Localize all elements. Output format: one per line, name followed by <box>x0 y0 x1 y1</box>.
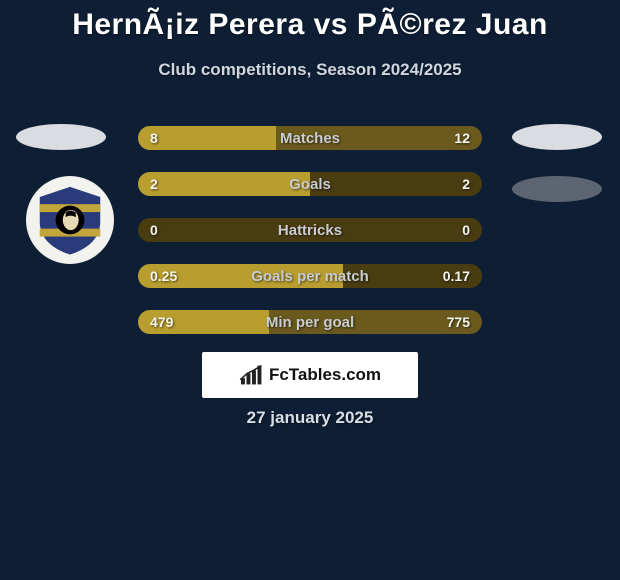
player-right-club-placeholder <box>512 176 602 202</box>
player-right-logo-placeholder <box>512 124 602 150</box>
stat-value-right: 775 <box>447 310 470 334</box>
stat-value-left: 8 <box>150 126 158 150</box>
comparison-title: HernÃ¡iz Perera vs PÃ©rez Juan <box>0 0 620 42</box>
stat-label: Hattricks <box>138 218 482 242</box>
stat-value-right: 2 <box>462 172 470 196</box>
stat-value-left: 0 <box>150 218 158 242</box>
stat-value-right: 12 <box>454 126 470 150</box>
comparison-subtitle: Club competitions, Season 2024/2025 <box>0 60 620 80</box>
stat-row: 479775Min per goal <box>138 310 482 334</box>
snapshot-date: 27 january 2025 <box>0 408 620 428</box>
stat-value-right: 0.17 <box>443 264 470 288</box>
stat-row: 812Matches <box>138 126 482 150</box>
stat-value-left: 2 <box>150 172 158 196</box>
club-shield-icon <box>34 184 106 256</box>
stat-value-left: 0.25 <box>150 264 177 288</box>
brand-text: FcTables.com <box>269 365 381 385</box>
stat-row: 0.250.17Goals per match <box>138 264 482 288</box>
player-left-club-badge <box>26 176 114 264</box>
player-left-logo-placeholder <box>16 124 106 150</box>
brand-box: FcTables.com <box>202 352 418 398</box>
comparison-bars: 812Matches22Goals00Hattricks0.250.17Goal… <box>138 126 482 356</box>
stat-value-left: 479 <box>150 310 173 334</box>
stat-bar-left <box>138 126 276 150</box>
stat-value-right: 0 <box>462 218 470 242</box>
stat-bar-left <box>138 172 310 196</box>
stat-row: 22Goals <box>138 172 482 196</box>
brand-chart-icon <box>239 364 265 386</box>
stat-row: 0 0Hattricks <box>138 218 482 242</box>
